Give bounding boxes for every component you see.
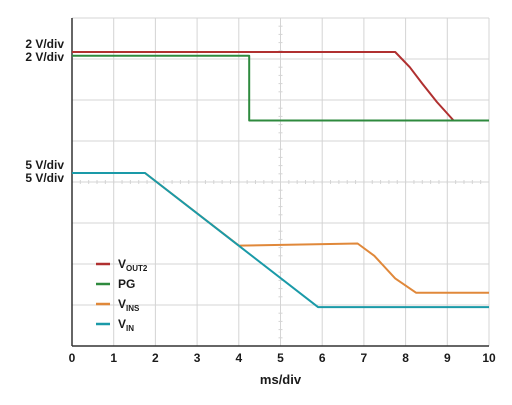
x-tick-label: 10: [482, 351, 496, 365]
x-tick-label: 0: [69, 351, 76, 365]
x-tick-label: 9: [444, 351, 451, 365]
series-line-in: [72, 172, 489, 309]
x-tick-label: 3: [194, 351, 201, 365]
x-tick-label: 1: [110, 351, 117, 365]
scale-label: 2 V/div: [25, 50, 64, 64]
scale-label: 5 V/div: [25, 158, 64, 172]
x-axis-label: ms/div: [260, 372, 302, 387]
x-tick-label: 4: [235, 351, 242, 365]
legend-label: VOUT2: [118, 257, 148, 273]
x-tick-label: 7: [361, 351, 368, 365]
series-line-pg: [72, 54, 489, 122]
scale-label: 5 V/div: [25, 171, 64, 185]
legend-label: PG: [118, 277, 135, 291]
scale-label: 2 V/div: [25, 37, 64, 51]
x-tick-label: 8: [402, 351, 409, 365]
legend-label: VIN: [118, 317, 134, 333]
x-tick-label: 6: [319, 351, 326, 365]
legend-label: VINS: [118, 297, 140, 313]
x-tick-label: 2: [152, 351, 159, 365]
x-tick-label: 5: [277, 351, 284, 365]
